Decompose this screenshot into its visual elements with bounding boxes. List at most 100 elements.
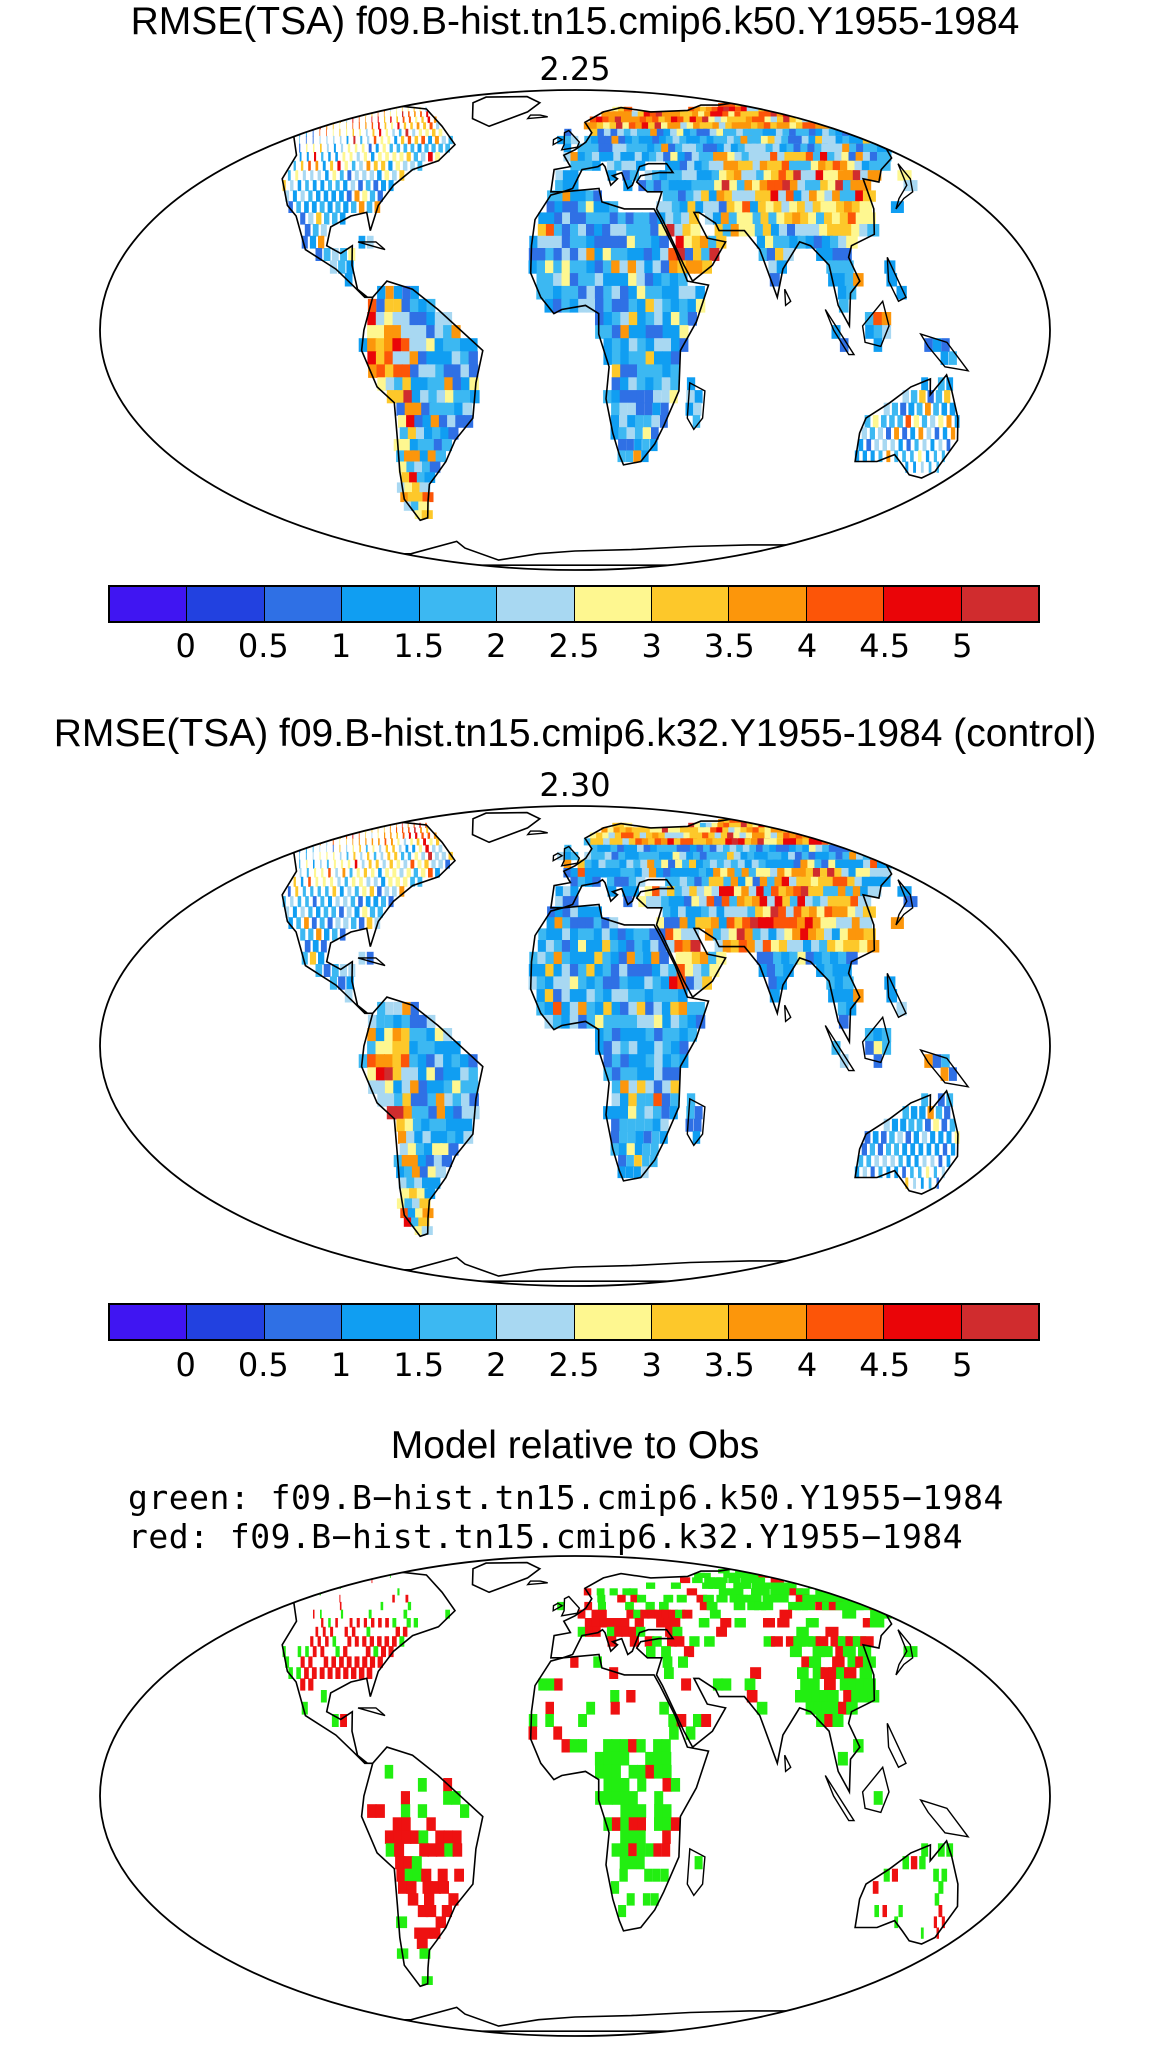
data-cell (661, 859, 671, 869)
data-cell (380, 851, 384, 861)
data-cell (900, 402, 907, 416)
data-cell (933, 1118, 939, 1132)
data-cell (737, 143, 750, 153)
data-cell (659, 886, 670, 897)
data-cell (747, 851, 760, 861)
data-cell (654, 1609, 664, 1619)
data-cell (834, 822, 850, 828)
data-cell (641, 152, 652, 162)
data-cell (412, 844, 416, 853)
data-cell (445, 859, 450, 869)
data-cell (275, 832, 279, 839)
data-cell (746, 224, 758, 237)
data-cell (680, 838, 691, 846)
data-cell (308, 876, 311, 887)
data-cell (888, 844, 905, 853)
data-cell (661, 989, 671, 1003)
data-cell (628, 1106, 637, 1120)
data-cell (346, 122, 347, 130)
data-cell (601, 111, 610, 118)
data-cell (678, 906, 688, 918)
data-cell (896, 851, 913, 861)
data-cell (694, 1572, 705, 1578)
data-cell (653, 298, 664, 313)
data-cell (553, 224, 563, 237)
data-cell (415, 427, 427, 440)
data-cell (750, 201, 762, 213)
data-cell (594, 224, 603, 237)
data-cell (419, 377, 429, 391)
data-cell (837, 1636, 851, 1647)
data-cell (788, 1601, 801, 1611)
data-cell (835, 1601, 850, 1611)
data-cell (637, 1778, 647, 1792)
data-cell (637, 1041, 647, 1055)
data-cell (604, 135, 613, 145)
data-cell (787, 940, 799, 953)
data-cell (695, 917, 706, 929)
data-cell (259, 1577, 264, 1584)
data-cell (635, 964, 645, 977)
data-cell (902, 1143, 908, 1156)
data-cell (671, 338, 680, 352)
data-cell (377, 1093, 388, 1107)
data-cell (881, 844, 898, 853)
data-cell (381, 1646, 386, 1658)
data-cell (819, 1690, 831, 1703)
data-cell (910, 450, 914, 463)
data-cell (423, 122, 426, 130)
data-cell (905, 1177, 909, 1189)
data-cell (720, 851, 732, 861)
data-cell (703, 1594, 714, 1603)
data-cell (850, 180, 864, 192)
data-cell (595, 1014, 605, 1029)
data-cell (594, 248, 604, 261)
data-cell (627, 415, 636, 428)
data-cell (835, 224, 847, 237)
data-cell (718, 201, 730, 213)
colorbar-swatch (806, 587, 885, 621)
data-cell (835, 896, 849, 908)
data-cell (649, 928, 659, 941)
data-cell (845, 1582, 861, 1589)
coastline-island (895, 879, 914, 926)
data-cell (734, 152, 746, 162)
data-cell (569, 260, 579, 274)
data-cell (629, 170, 639, 181)
data-cell (468, 338, 478, 352)
data-cell (625, 1166, 634, 1179)
data-cell (620, 1843, 629, 1857)
data-cell (886, 1588, 903, 1596)
data-cell (346, 906, 352, 918)
data-cell (320, 832, 323, 839)
data-cell (773, 201, 785, 213)
data-cell (736, 180, 748, 192)
data-cell (830, 1636, 844, 1647)
data-cell (658, 940, 669, 953)
data-cell (835, 180, 849, 192)
data-cell (694, 1106, 703, 1120)
data-cell (577, 906, 587, 918)
data-cell (668, 180, 679, 192)
data-cell (606, 160, 616, 171)
data-cell (594, 235, 604, 249)
data-cell (407, 492, 419, 503)
data-cell (634, 439, 642, 452)
data-cell (455, 1131, 466, 1144)
data-cell (781, 951, 792, 965)
data-cell (537, 951, 546, 965)
data-cell (434, 325, 444, 339)
data-cell (881, 1131, 887, 1144)
data-cell (938, 1131, 944, 1144)
data-cell (775, 964, 786, 977)
data-cell (306, 868, 309, 878)
data-cell (769, 844, 782, 853)
data-cell (692, 1577, 703, 1584)
data-cell (409, 1067, 420, 1081)
data-cell (832, 248, 844, 261)
data-cell (614, 832, 623, 839)
data-cell (323, 190, 329, 202)
data-cell (411, 1217, 423, 1227)
data-cell (762, 128, 776, 137)
data-cell (339, 128, 341, 137)
